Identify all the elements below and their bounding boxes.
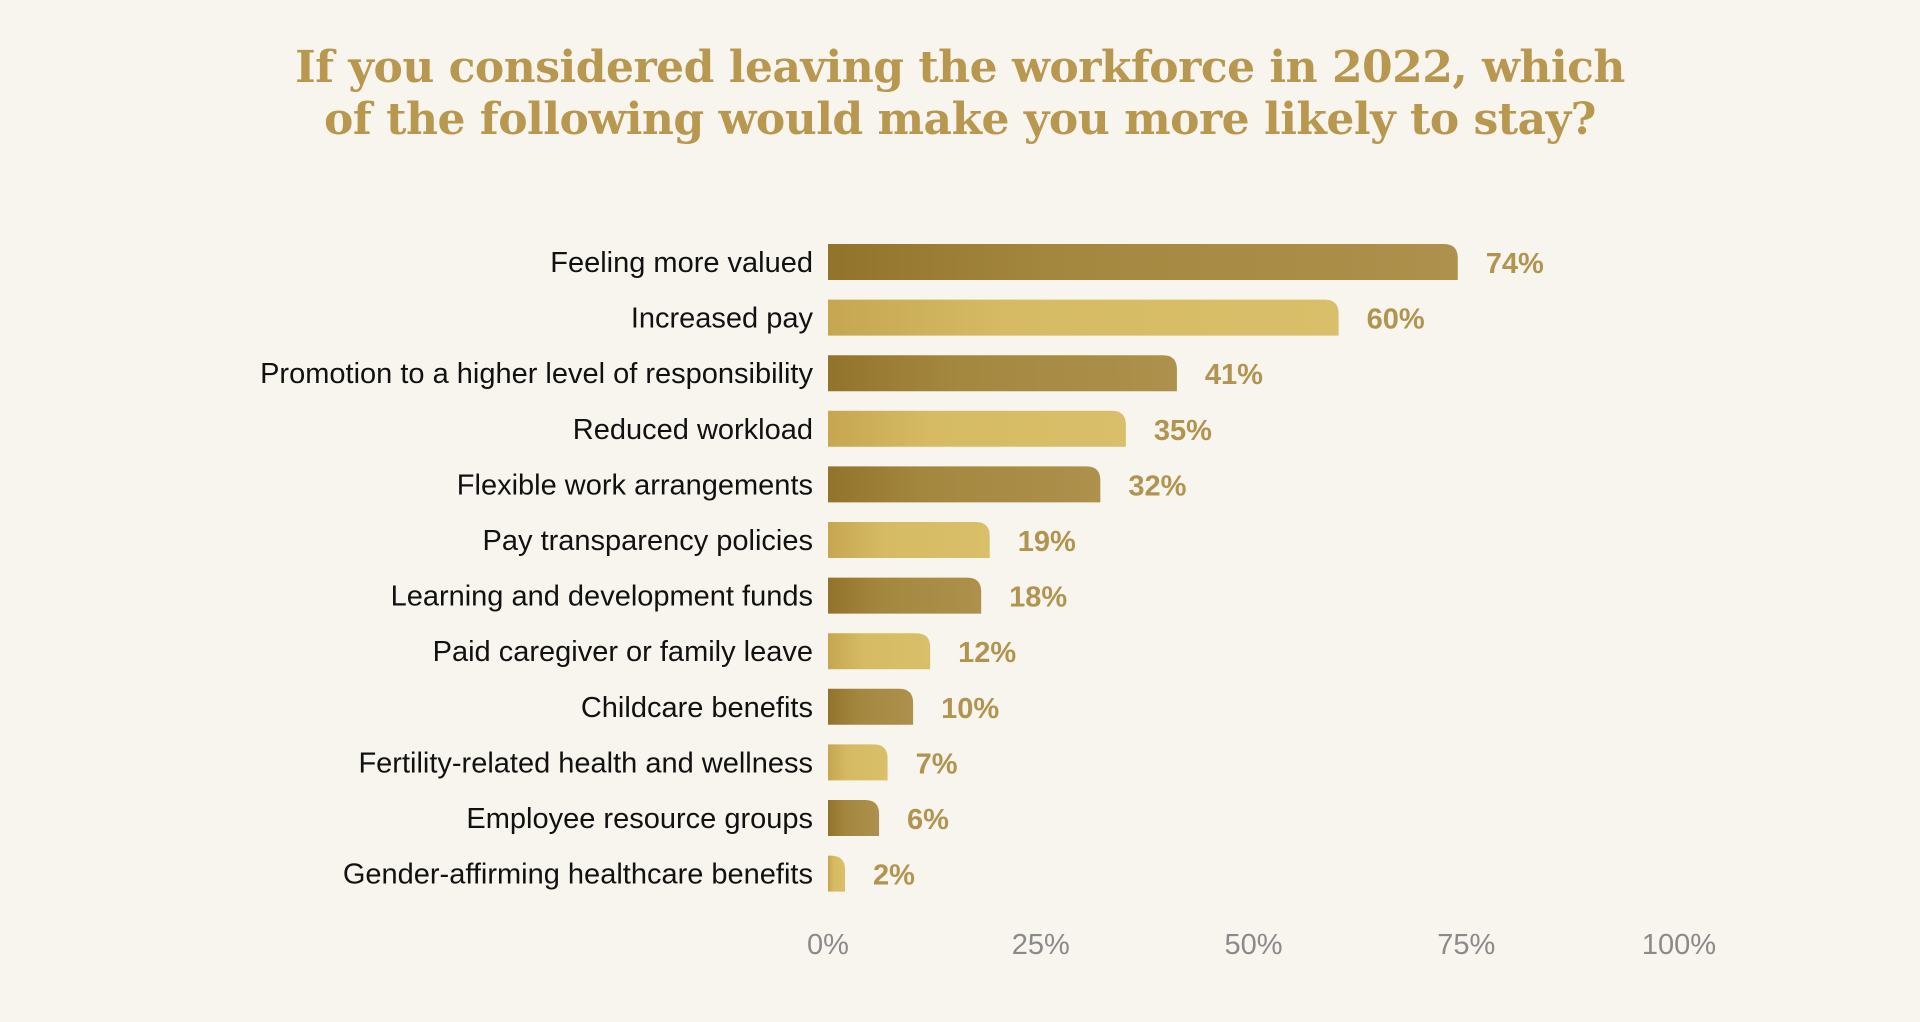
value-label-gender-affirming-healthcare-benefits: 2% xyxy=(873,860,915,892)
value-label-promotion-to-a-higher-level-of-responsibility: 41% xyxy=(1205,359,1263,391)
value-label-pay-transparency-policies: 19% xyxy=(1018,526,1076,558)
bar-paid-caregiver-or-family-leave xyxy=(828,633,931,670)
category-label-paid-caregiver-or-family-leave: Paid caregiver or family leave xyxy=(433,636,813,668)
x-tick-label-50: 50% xyxy=(1224,929,1282,961)
bar-pay-transparency-policies xyxy=(828,522,990,558)
x-tick-label-75: 75% xyxy=(1437,929,1495,961)
bar-learning-and-development-funds xyxy=(828,577,982,614)
bar-employee-resource-groups xyxy=(828,800,880,836)
value-label-learning-and-development-funds: 18% xyxy=(1009,582,1067,614)
chart-title-text: If you considered leaving the workforce … xyxy=(295,42,1625,145)
category-label-fertility-related-health-and-wellness: Fertility-related health and wellness xyxy=(358,747,813,779)
bars-group xyxy=(828,244,1458,892)
value-labels: 74% 60% 41% 35% 32% 19% 18% 12% 10% 7% 6% 2% xyxy=(873,248,1544,892)
chart-title: If you considered leaving the workforce … xyxy=(0,42,1920,146)
value-label-fertility-related-health-and-wellness: 7% xyxy=(916,748,958,780)
x-tick-label-0: 0% xyxy=(807,929,849,961)
category-label-employee-resource-groups: Employee resource groups xyxy=(466,803,813,835)
category-label-pay-transparency-policies: Pay transparency policies xyxy=(483,525,813,557)
category-label-feeling-more-valued: Feeling more valued xyxy=(550,247,813,279)
x-tick-label-25: 25% xyxy=(1012,929,1070,961)
value-label-reduced-workload: 35% xyxy=(1154,415,1212,447)
category-label-promotion-to-a-higher-level-of-responsibility: Promotion to a higher level of responsib… xyxy=(260,358,813,390)
category-labels: Feeling more valued Increased pay Promotio… xyxy=(260,247,813,891)
category-label-flexible-work-arrangements: Flexible work arrangements xyxy=(457,469,813,501)
x-axis-ticks: 0% 25% 50% 75% 100% xyxy=(807,929,1716,961)
value-label-paid-caregiver-or-family-leave: 12% xyxy=(958,637,1016,669)
category-label-reduced-workload: Reduced workload xyxy=(573,414,813,446)
category-label-childcare-benefits: Childcare benefits xyxy=(581,692,813,724)
bar-feeling-more-valued xyxy=(828,244,1458,280)
category-label-learning-and-development-funds: Learning and development funds xyxy=(391,581,813,613)
value-label-employee-resource-groups: 6% xyxy=(907,804,949,836)
category-label-increased-pay: Increased pay xyxy=(631,303,814,335)
bar-gender-affirming-healthcare-benefits xyxy=(828,855,846,892)
x-tick-label-100: 100% xyxy=(1642,929,1716,961)
category-label-gender-affirming-healthcare-benefits: Gender-affirming healthcare benefits xyxy=(343,859,813,891)
bar-reduced-workload xyxy=(828,410,1126,447)
bar-increased-pay xyxy=(828,299,1339,336)
value-label-childcare-benefits: 10% xyxy=(941,693,999,725)
bar-promotion-to-a-higher-level-of-responsibility xyxy=(828,355,1177,392)
value-label-feeling-more-valued: 74% xyxy=(1486,248,1544,280)
value-label-increased-pay: 60% xyxy=(1367,304,1425,336)
bar-childcare-benefits xyxy=(828,688,914,725)
value-label-flexible-work-arrangements: 32% xyxy=(1128,470,1186,502)
bar-fertility-related-health-and-wellness xyxy=(828,744,888,781)
bar-flexible-work-arrangements xyxy=(828,466,1101,503)
